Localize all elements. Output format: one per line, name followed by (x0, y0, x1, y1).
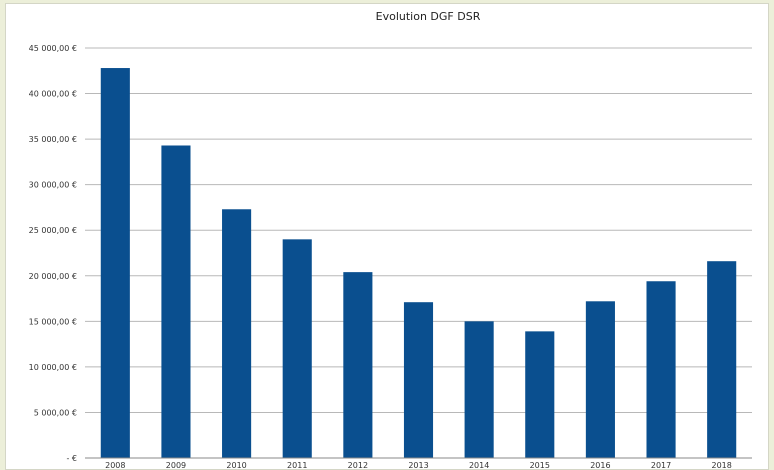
x-tick-label: 2018 (712, 461, 732, 470)
y-axis-labels: - € 5 000,00 € 10 000,00 € 15 000,00 € 20 00… (29, 44, 77, 463)
x-tick-label: 2013 (408, 461, 428, 470)
y-tick-label: 45 000,00 € (29, 44, 77, 53)
bar-2016 (585, 301, 615, 458)
y-tick-label: 35 000,00 € (29, 135, 77, 144)
x-tick-label: 2014 (469, 461, 489, 470)
bar-2014 (464, 321, 494, 458)
x-axis-labels: 2008 2009 2010 2011 2012 2013 2014 2015 2016 2017… (105, 461, 732, 470)
bar-2012 (343, 272, 373, 458)
y-tick-label: 30 000,00 € (29, 181, 77, 190)
chart-frame (5, 3, 769, 470)
y-tick-label: 10 000,00 € (29, 363, 77, 372)
bar-2011 (282, 239, 312, 458)
bar-2009 (161, 145, 191, 458)
bar-2010 (222, 209, 252, 458)
y-tick-label: 15 000,00 € (29, 317, 77, 326)
y-tick-label: - € (66, 454, 77, 463)
y-tick-label: 5 000,00 € (34, 408, 77, 417)
bar-2018 (707, 261, 737, 458)
x-tick-label: 2017 (651, 461, 671, 470)
bar-2017 (646, 281, 676, 458)
x-tick-label: 2010 (226, 461, 246, 470)
x-tick-label: 2009 (166, 461, 186, 470)
y-tick-label: 40 000,00 € (29, 90, 77, 99)
x-tick-label: 2015 (530, 461, 550, 470)
bar-2013 (403, 302, 434, 458)
bars (100, 68, 737, 459)
bar-2015 (525, 331, 555, 458)
x-tick-label: 2016 (590, 461, 610, 470)
x-tick-label: 2008 (105, 461, 125, 470)
x-tick-label: 2011 (287, 461, 307, 470)
x-tick-label: 2012 (348, 461, 368, 470)
bar-2008 (100, 68, 130, 459)
chart-title: Evolution DGF DSR (376, 10, 481, 23)
y-tick-label: 20 000,00 € (29, 272, 77, 281)
y-tick-label: 25 000,00 € (29, 226, 77, 235)
